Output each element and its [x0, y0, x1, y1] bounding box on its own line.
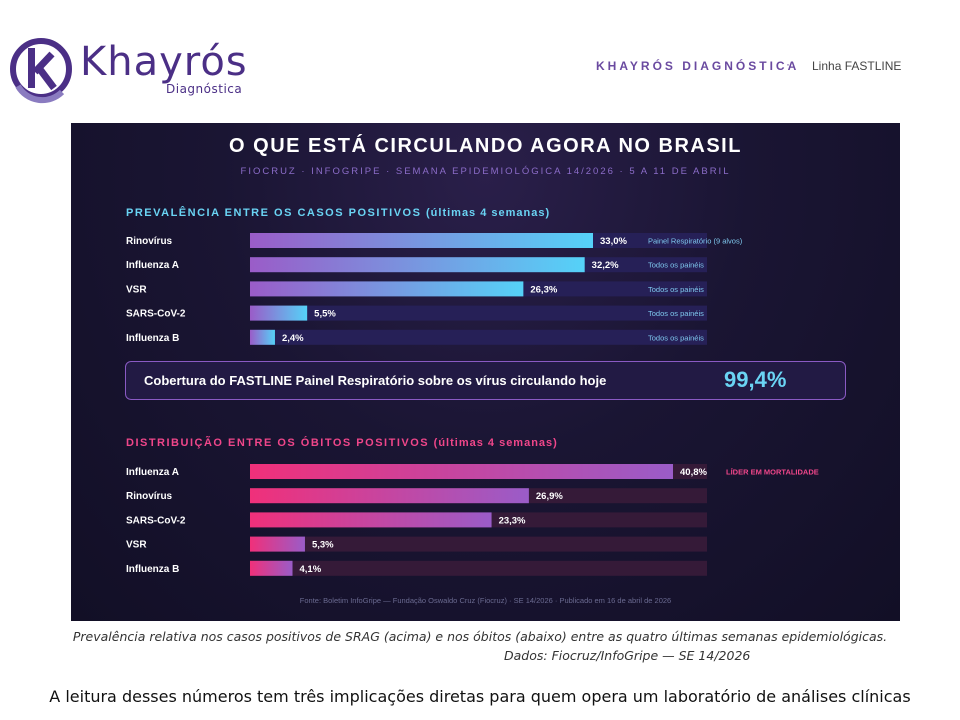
deaths-bar-track — [250, 560, 707, 576]
header-product-line: Linha FASTLINE — [812, 59, 902, 73]
deaths-bar-chart: Influenza A 40,8% LÍDER EM MORTALIDADE Rino… — [126, 464, 819, 576]
prevalence-section-period: (últimas 4 semanas) — [426, 207, 551, 219]
prevalence-annotation: Todos os painéis — [648, 333, 704, 342]
deaths-annotation: LÍDER EM MORTALIDADE — [726, 468, 819, 477]
deaths-row: VSR 5,3% — [126, 536, 707, 552]
prevalence-section-title: PREVALÊNCIA ENTRE OS CASOS POSITIVOS (úl… — [126, 207, 550, 219]
deaths-section-label: DISTRIBUIÇÃO ENTRE OS ÓBITOS POSITIVOS — [126, 437, 430, 449]
deaths-row: Influenza A 40,8% LÍDER EM MORTALIDADE — [126, 464, 819, 479]
prevalence-value-label: 33,0% — [600, 236, 627, 247]
prevalence-bar-chart: Rinovírus 33,0% Painel Respiratório (9 alv… — [126, 233, 743, 345]
panel-subtitle: FIOCRUZ · INFOGRIPE · SEMANA EPIDEMIOLÓG… — [240, 166, 731, 177]
prevalence-row: Influenza B 2,4% Todos os painéis — [126, 329, 707, 345]
deaths-category-label: VSR — [126, 540, 147, 551]
panel-title: O QUE ESTÁ CIRCULANDO AGORA NO BRASIL — [229, 135, 742, 157]
deaths-section-period: (últimas 4 semanas) — [433, 437, 558, 449]
prevalence-bar — [250, 329, 275, 345]
prevalence-row: VSR 26,3% Todos os painéis — [126, 281, 707, 297]
logo-subtitle: Diagnóstica — [166, 82, 243, 96]
source-note: Fonte: Boletim InfoGripe — Fundação Oswa… — [299, 596, 672, 605]
deaths-value-label: 4,1% — [300, 564, 322, 575]
prevalence-row: Rinovírus 33,0% Painel Respiratório (9 alv… — [126, 233, 743, 248]
deaths-row: Rinovírus 26,9% — [126, 488, 707, 504]
infographic-panel: O QUE ESTÁ CIRCULANDO AGORA NO BRASIL FI… — [71, 123, 900, 621]
header-brand: KHAYRÓS DIAGNÓSTICA — [596, 59, 800, 73]
prevalence-value-label: 26,3% — [530, 284, 557, 295]
deaths-value-label: 26,9% — [536, 491, 563, 502]
prevalence-bar — [250, 233, 593, 248]
deaths-category-label: SARS-CoV-2 — [126, 515, 186, 526]
logo-k-icon — [10, 38, 72, 104]
prevalence-bar-track — [250, 329, 707, 345]
header-separator: · — [786, 57, 790, 71]
body-paragraph: A leitura desses números tem três implic… — [49, 687, 911, 706]
prevalence-annotation: Todos os painéis — [648, 285, 704, 294]
coverage-label: Cobertura do FASTLINE Painel Respiratóri… — [144, 373, 607, 388]
deaths-section-title: DISTRIBUIÇÃO ENTRE OS ÓBITOS POSITIVOS (… — [126, 437, 558, 449]
deaths-category-label: Influenza A — [126, 467, 179, 478]
prevalence-value-label: 2,4% — [282, 333, 304, 344]
prevalence-category-label: Influenza A — [126, 260, 179, 271]
figure-caption-source: Dados: Fiocruz/InfoGripe — SE 14/2026 — [504, 648, 751, 663]
prevalence-section-label: PREVALÊNCIA ENTRE OS CASOS POSITIVOS — [126, 207, 422, 219]
prevalence-category-label: Influenza B — [126, 333, 179, 344]
prevalence-category-label: SARS-CoV-2 — [126, 309, 186, 320]
logo-wordmark: Khayrós — [80, 39, 248, 85]
deaths-bar — [250, 512, 492, 528]
bar-charts: Rinovírus 33,0% Painel Respiratório (9 alv… — [126, 233, 819, 576]
deaths-row: Influenza B 4,1% — [126, 560, 707, 576]
deaths-row: SARS-CoV-2 23,3% — [126, 512, 707, 528]
deaths-category-label: Influenza B — [126, 564, 179, 575]
deaths-bar-track — [250, 536, 707, 552]
deaths-bar — [250, 536, 305, 552]
deaths-bar — [250, 464, 673, 479]
prevalence-row: SARS-CoV-2 5,5% Todos os painéis — [126, 305, 707, 321]
coverage-box: Cobertura do FASTLINE Painel Respiratóri… — [125, 361, 846, 400]
coverage-value: 99,4% — [724, 367, 787, 392]
prevalence-row: Influenza A 32,2% Todos os painéis — [126, 257, 707, 273]
prevalence-category-label: Rinovírus — [126, 236, 173, 247]
prevalence-category-label: VSR — [126, 284, 147, 295]
prevalence-bar-track — [250, 305, 707, 321]
prevalence-annotation: Todos os painéis — [648, 309, 704, 318]
prevalence-bar — [250, 305, 308, 321]
prevalence-bar — [250, 281, 524, 297]
figure-caption: Prevalência relativa nos casos positivos… — [72, 629, 888, 644]
deaths-bar — [250, 560, 293, 576]
company-logo: Khayrós Diagnóstica — [6, 34, 247, 104]
prevalence-bar — [250, 257, 585, 273]
deaths-value-label: 23,3% — [499, 515, 526, 526]
deaths-value-label: 40,8% — [680, 467, 707, 478]
deaths-bar — [250, 488, 529, 504]
prevalence-annotation: Todos os painéis — [648, 261, 704, 270]
deaths-category-label: Rinovírus — [126, 491, 173, 502]
prevalence-annotation: Painel Respiratório (9 alvos) — [648, 237, 743, 246]
prevalence-value-label: 32,2% — [592, 260, 619, 271]
deaths-value-label: 5,3% — [312, 540, 334, 551]
prevalence-value-label: 5,5% — [314, 309, 336, 320]
